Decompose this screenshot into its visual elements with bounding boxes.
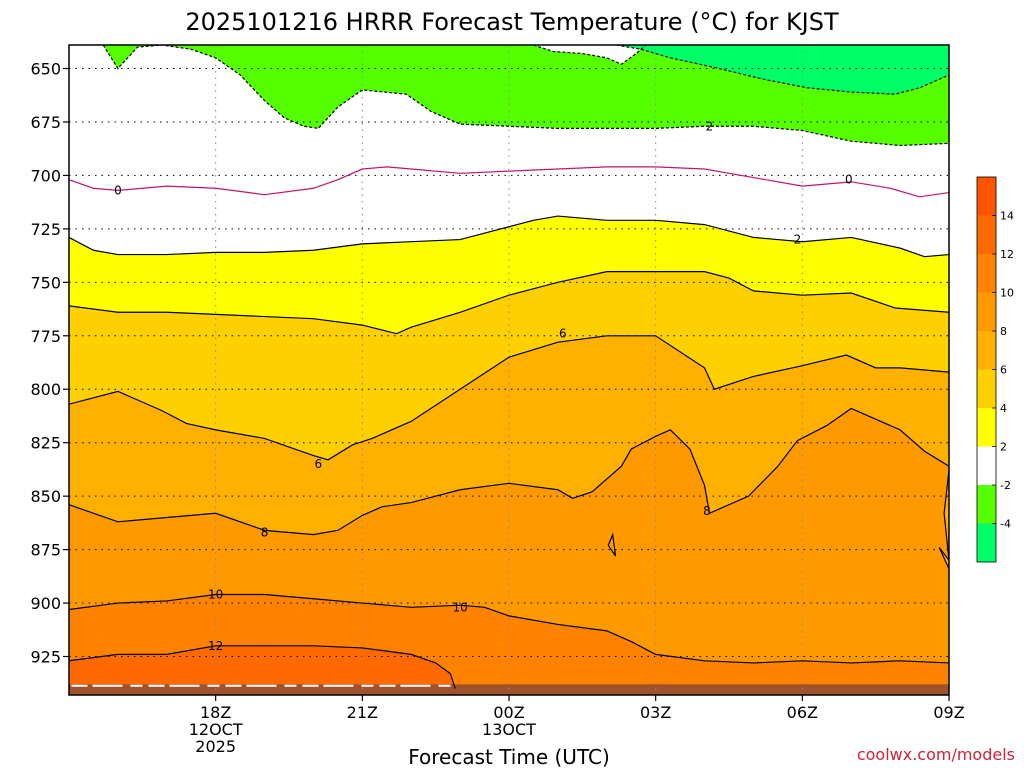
credit-text: coolwx.com/models bbox=[857, 745, 1015, 764]
colorbar-legend: 14 12 10 8 6 4 2 -2 -4 bbox=[976, 176, 1014, 563]
x-tick-label: 12OCT bbox=[189, 720, 243, 739]
contour-label-layer: 2 0 0 2 6 6 8 8 10 10 12 bbox=[114, 119, 853, 653]
colorbar-tick-label: 10 bbox=[1000, 287, 1014, 300]
colorbar-tick-label: 6 bbox=[1000, 364, 1007, 377]
y-tick-label: 900 bbox=[30, 594, 61, 613]
x-tick-label: 21Z bbox=[347, 703, 378, 722]
contour-line bbox=[69, 407, 949, 536]
x-tick-label: 13OCT bbox=[482, 720, 536, 739]
colorbar-tick-label: 4 bbox=[1000, 402, 1007, 415]
contour-line bbox=[69, 593, 949, 664]
colorbar-swatch bbox=[977, 446, 996, 485]
colorbar-swatch bbox=[977, 292, 996, 331]
y-tick-label: 825 bbox=[30, 434, 61, 453]
contour-label: 2 bbox=[706, 119, 714, 133]
y-tick-label: 725 bbox=[30, 220, 61, 239]
contour-label: 0 bbox=[845, 173, 853, 187]
colorbar-tick-label: 12 bbox=[1000, 248, 1014, 261]
contour-line bbox=[69, 271, 949, 335]
contour-line bbox=[69, 645, 456, 689]
contour-line bbox=[616, 45, 949, 95]
band-minus6-minus4 bbox=[616, 45, 949, 95]
y-tick-label: 700 bbox=[30, 166, 61, 185]
contour-label: 10 bbox=[208, 588, 223, 602]
contour-line bbox=[102, 45, 949, 147]
colorbar-swatch bbox=[977, 177, 996, 216]
contour-line bbox=[69, 335, 949, 461]
colorbar-tick-label: -4 bbox=[1000, 518, 1011, 531]
contour-line bbox=[607, 532, 617, 557]
colorbar-tick-label: 14 bbox=[1000, 210, 1014, 223]
y-tick-label: 925 bbox=[30, 648, 61, 667]
colorbar-swatch bbox=[977, 254, 996, 293]
chart-title: 2025101216 HRRR Forecast Temperature (°C… bbox=[185, 8, 839, 36]
contour-label: 6 bbox=[315, 457, 323, 471]
contour-line bbox=[938, 470, 949, 570]
contour-line bbox=[69, 166, 949, 198]
colorbar-swatch bbox=[977, 215, 996, 254]
y-axis: 650 675 700 725 750 775 800 825 850 875 900 925 bbox=[30, 60, 69, 667]
colorbar-tick-label: 8 bbox=[1000, 325, 1007, 338]
x-tick-label: 2025 bbox=[195, 737, 236, 756]
x-axis-label: Forecast Time (UTC) bbox=[408, 745, 610, 768]
y-tick-label: 750 bbox=[30, 273, 61, 292]
colorbar-swatch bbox=[977, 408, 996, 447]
y-tick-label: 650 bbox=[30, 60, 61, 79]
contour-label: 2 bbox=[794, 233, 802, 247]
x-tick-label: 00Z bbox=[493, 703, 524, 722]
y-tick-label: 775 bbox=[30, 327, 61, 346]
y-tick-label: 875 bbox=[30, 541, 61, 560]
y-tick-label: 675 bbox=[30, 113, 61, 132]
y-tick-label: 850 bbox=[30, 487, 61, 506]
colorbar-swatch bbox=[977, 523, 996, 562]
colorbar-swatch bbox=[977, 331, 996, 370]
x-tick-label: 18Z bbox=[200, 703, 231, 722]
colorbar-swatch bbox=[977, 485, 996, 524]
contour-label: 8 bbox=[261, 526, 269, 540]
contour-layer bbox=[69, 45, 949, 689]
contour-line bbox=[69, 215, 949, 258]
x-tick-label: 06Z bbox=[787, 703, 818, 722]
contour-label: 12 bbox=[208, 639, 223, 653]
colorbar-tick-label: 2 bbox=[1000, 441, 1007, 454]
colorbar-swatch bbox=[977, 369, 996, 408]
contour-label: 6 bbox=[559, 327, 567, 341]
contour-label: 0 bbox=[114, 183, 122, 197]
contour-line bbox=[533, 45, 647, 65]
x-tick-label: 03Z bbox=[640, 703, 671, 722]
contour-label: 10 bbox=[452, 600, 467, 614]
colorbar-tick-label: -2 bbox=[1000, 479, 1011, 492]
x-tick-label: 09Z bbox=[933, 703, 964, 722]
contour-label: 8 bbox=[703, 504, 711, 518]
y-tick-label: 800 bbox=[30, 380, 61, 399]
band-8-10-island bbox=[608, 534, 616, 557]
